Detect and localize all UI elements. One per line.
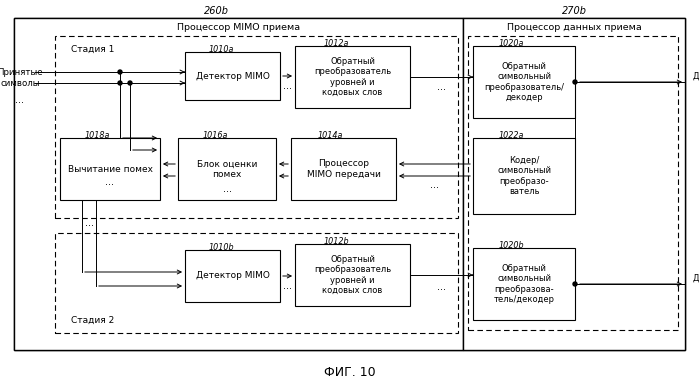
Bar [468, 36, 678, 330]
Bar [463, 18, 685, 350]
Circle shape [573, 282, 577, 286]
Bar [185, 250, 280, 302]
Text: Обратный
символьный
преобразователь/
декодер: Обратный символьный преобразователь/ дек… [484, 62, 564, 102]
Text: Процессор MIMO приема: Процессор MIMO приема [177, 23, 300, 32]
Text: Процессор данных приема: Процессор данных приема [507, 23, 642, 32]
Bar [60, 138, 160, 200]
Text: ...: ... [437, 82, 446, 92]
Text: 1010b: 1010b [209, 242, 234, 252]
Text: Обратный
символьный
преобразова-
тель/декодер: Обратный символьный преобразова- тель/де… [493, 264, 554, 304]
Text: 1016a: 1016a [203, 130, 228, 140]
Text: 1012a: 1012a [324, 39, 349, 47]
Text: ...: ... [222, 184, 231, 194]
Text: Процессор
MIMO передачи: Процессор MIMO передачи [307, 159, 380, 179]
Bar [55, 36, 458, 218]
Text: Стадия 1: Стадия 1 [71, 44, 115, 54]
Text: Вычитание помех: Вычитание помех [68, 165, 152, 173]
Bar [178, 138, 276, 200]
Text: ...: ... [283, 281, 292, 291]
Text: Кодер/
символьный
преобразо-
ватель: Кодер/ символьный преобразо- ватель [497, 156, 551, 196]
Bar [14, 18, 463, 350]
Text: Блок оценки
помех: Блок оценки помех [197, 159, 257, 179]
Text: 1020b: 1020b [498, 240, 524, 249]
Text: Декодированный
блок 1 данных: Декодированный блок 1 данных [693, 72, 699, 92]
Bar [473, 138, 575, 214]
Text: Детектор MIMO: Детектор MIMO [196, 272, 269, 280]
Text: ...: ... [430, 180, 439, 190]
Text: Стадия 2: Стадия 2 [71, 315, 115, 324]
Text: 1012b: 1012b [324, 237, 350, 245]
Text: ...: ... [85, 218, 94, 228]
Bar [295, 46, 410, 108]
Text: ...: ... [106, 177, 115, 187]
Text: ФИГ. 10: ФИГ. 10 [324, 366, 375, 378]
Circle shape [573, 80, 577, 84]
Circle shape [118, 81, 122, 85]
Bar [14, 18, 685, 350]
Text: 270b: 270b [561, 6, 586, 16]
Text: 1020a: 1020a [498, 39, 524, 47]
Text: 1022a: 1022a [498, 130, 524, 140]
Text: ...: ... [437, 282, 446, 292]
Text: 260b: 260b [203, 6, 229, 16]
Bar [473, 248, 575, 320]
Circle shape [128, 81, 132, 85]
Text: Обратный
преобразователь
уровней и
кодовых слов: Обратный преобразователь уровней и кодов… [314, 57, 391, 97]
Text: 1014a: 1014a [317, 130, 343, 140]
Circle shape [118, 70, 122, 74]
Text: 1018a: 1018a [85, 130, 110, 140]
Text: Обратный
преобразователь
уровней и
кодовых слов: Обратный преобразователь уровней и кодов… [314, 255, 391, 295]
Text: 1010a: 1010a [209, 44, 234, 54]
Bar [295, 244, 410, 306]
Text: Детектор MIMO: Детектор MIMO [196, 72, 269, 81]
Bar [55, 233, 458, 333]
Text: Декодированный
блок 2 данных: Декодированный блок 2 данных [693, 274, 699, 294]
Text: Принятые
символы: Принятые символы [0, 68, 43, 88]
Bar [291, 138, 396, 200]
Bar [185, 52, 280, 100]
Bar [473, 46, 575, 118]
Text: ...: ... [283, 81, 292, 91]
Text: ...: ... [15, 95, 24, 105]
